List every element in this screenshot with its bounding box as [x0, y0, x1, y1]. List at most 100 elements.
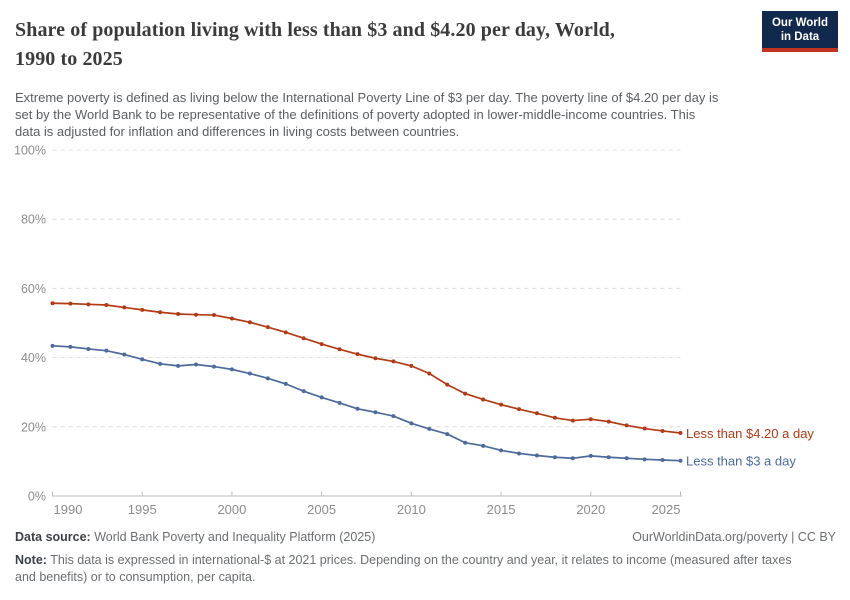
footer-note: Note: This data is expressed in internat… — [15, 552, 827, 586]
note-line2: and benefits) or to consumption, per cap… — [15, 570, 256, 584]
chart-subtitle-line3: data is adjusted for inflation and diffe… — [15, 124, 460, 139]
data-point-1-1994 — [122, 352, 127, 357]
data-point-1-1990 — [50, 343, 55, 348]
series-line-1 — [51, 344, 682, 462]
legend-label-1: Less than $3 a day — [686, 454, 796, 469]
data-point-1-2022 — [624, 456, 629, 461]
data-point-0-2010 — [409, 363, 414, 368]
data-point-1-2012 — [445, 432, 450, 437]
data-point-0-2022 — [624, 423, 629, 428]
data-point-1-1995 — [140, 357, 145, 362]
data-point-1-2017 — [534, 453, 539, 458]
data-point-0-1990 — [50, 301, 55, 306]
data-point-0-2016 — [517, 407, 522, 412]
data-point-1-2020 — [588, 453, 593, 458]
data-point-1-2016 — [517, 451, 522, 456]
data-source: Data source: World Bank Poverty and Ineq… — [15, 530, 375, 544]
data-point-0-1998 — [194, 312, 199, 317]
data-point-1-2003 — [283, 381, 288, 386]
poverty-line-chart: 0% 20% 40% 60% 80% 100% 1990 1995 2000 2005 2010 20… — [14, 144, 814, 518]
data-point-1-2006 — [337, 400, 342, 405]
data-point-0-2002 — [265, 325, 270, 330]
chart-subtitle: Extreme poverty is defined as living bel… — [15, 89, 718, 140]
data-point-0-1999 — [211, 313, 216, 318]
data-point-0-1991 — [68, 301, 73, 306]
data-point-1-1997 — [176, 363, 181, 368]
data-point-0-1994 — [122, 305, 127, 310]
data-point-0-2024 — [660, 428, 665, 433]
data-point-1-2021 — [606, 455, 611, 460]
x-tick-label-2015: 2015 — [487, 502, 516, 517]
note-line1: This data is expressed in international-… — [50, 553, 792, 567]
data-point-0-2009 — [391, 359, 396, 364]
x-tick-label-2025: 2025 — [652, 502, 681, 517]
data-point-0-2019 — [570, 418, 575, 423]
data-point-1-2014 — [481, 443, 486, 448]
owid-logo-text-line2: in Data — [780, 31, 820, 43]
data-point-0-2006 — [337, 347, 342, 352]
data-point-1-2010 — [409, 421, 414, 426]
data-point-0-2017 — [534, 411, 539, 416]
data-point-1-2007 — [355, 406, 360, 411]
series-line-0 — [51, 302, 682, 434]
data-point-1-1999 — [211, 364, 216, 369]
data-point-0-2003 — [283, 330, 288, 335]
license-label: CC BY — [797, 530, 836, 544]
owid-logo-text-line1: Our World — [771, 17, 828, 29]
data-point-1-2009 — [391, 414, 396, 419]
attribution-divider: | — [791, 530, 795, 544]
page-title-line2: 1990 to 2025 — [15, 48, 123, 70]
y-tick-label-80: 80% — [21, 213, 46, 227]
data-point-1-1991 — [68, 344, 73, 349]
y-tick-label-100: 100% — [14, 144, 46, 158]
data-point-1-1992 — [86, 346, 91, 351]
data-point-1-2025 — [678, 458, 683, 463]
data-point-1-2023 — [642, 457, 647, 462]
data-point-1-2018 — [552, 455, 557, 460]
data-point-1-1996 — [158, 361, 163, 366]
attribution: OurWorldinData.org/poverty | CC BY — [632, 530, 836, 544]
y-tick-label-60: 60% — [21, 282, 46, 296]
data-point-1-2002 — [265, 376, 270, 381]
y-tick-label-0: 0% — [28, 490, 46, 504]
data-source-value: World Bank Poverty and Inequality Platfo… — [94, 530, 376, 544]
data-point-0-2012 — [445, 382, 450, 387]
data-point-0-2011 — [427, 371, 432, 376]
data-point-1-2024 — [660, 458, 665, 463]
data-point-0-2021 — [606, 419, 611, 424]
x-tick-label-2020: 2020 — [576, 502, 605, 517]
data-point-0-1993 — [104, 303, 109, 308]
footer-source-row: Data source: World Bank Poverty and Ineq… — [15, 530, 836, 544]
data-point-1-2013 — [463, 440, 468, 445]
note-label: Note: — [15, 553, 47, 567]
data-point-0-2014 — [481, 397, 486, 402]
x-tick-label-1995: 1995 — [128, 502, 157, 517]
data-point-0-2015 — [499, 402, 504, 407]
data-point-0-2004 — [301, 336, 306, 341]
data-point-0-1992 — [86, 302, 91, 307]
chart-subtitle-line1: Extreme poverty is defined as living bel… — [15, 90, 719, 105]
data-point-1-2000 — [229, 367, 234, 372]
data-point-0-2008 — [373, 356, 378, 361]
legend-label-0: Less than $4.20 a day — [686, 426, 814, 441]
x-tick-label-2005: 2005 — [307, 502, 336, 517]
data-point-0-2001 — [247, 320, 252, 325]
owid-logo: Our World in Data — [762, 11, 838, 52]
data-point-0-2025 — [678, 431, 683, 436]
data-point-1-2004 — [301, 389, 306, 394]
data-point-0-1997 — [176, 312, 181, 317]
data-point-1-2008 — [373, 410, 378, 415]
y-tick-label-40: 40% — [21, 351, 46, 365]
x-tick-label-1990: 1990 — [54, 502, 83, 517]
x-tick-label-2000: 2000 — [217, 502, 246, 517]
data-point-0-2018 — [552, 415, 557, 420]
data-point-0-1996 — [158, 310, 163, 315]
data-point-0-2000 — [229, 316, 234, 321]
data-point-0-2013 — [463, 391, 468, 396]
data-point-1-2015 — [499, 448, 504, 453]
chart-subtitle-line2: set by the World Bank to be representati… — [15, 107, 696, 122]
data-point-0-2023 — [642, 426, 647, 431]
owid-url-link[interactable]: OurWorldinData.org/poverty — [632, 530, 788, 544]
data-point-0-1995 — [140, 307, 145, 312]
